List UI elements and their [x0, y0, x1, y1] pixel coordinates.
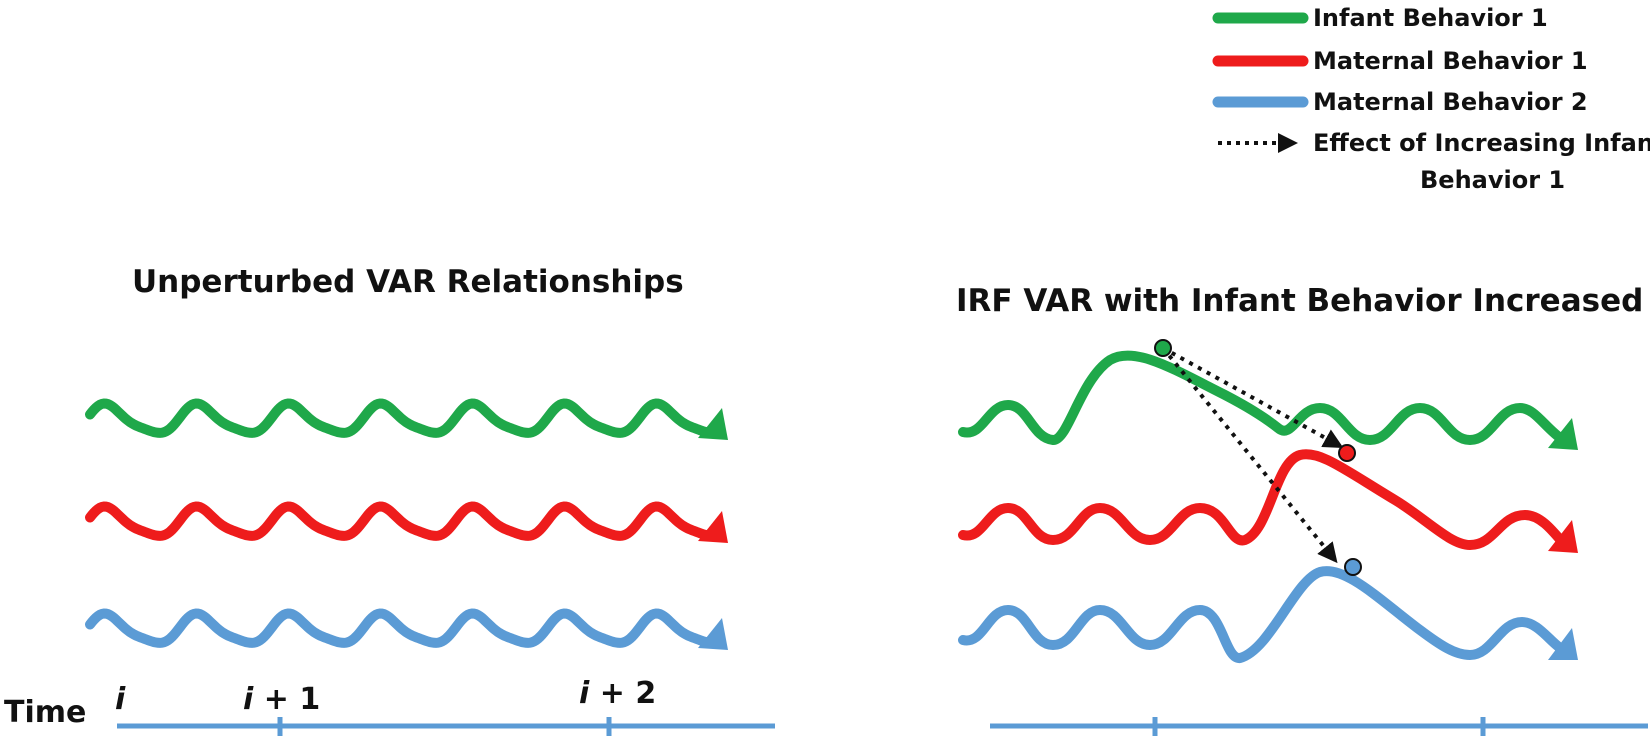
- right-infant-behavior-1-arrowhead: [1548, 418, 1578, 450]
- legend-item-infant-behavior-1: Infant Behavior 1: [1212, 4, 1548, 32]
- right-maternal-behavior-2-series: [958, 566, 1568, 663]
- legend-label-maternal-2: Maternal Behavior 2: [1313, 88, 1588, 116]
- maternal-behavior-1-response-node: [1338, 444, 1356, 462]
- right-maternal-behavior-1-arrowhead: [1548, 520, 1578, 553]
- legend: Infant Behavior 1 Maternal Behavior 1 Ma…: [1212, 4, 1650, 194]
- left-maternal-behavior-2-series-arrowhead: [698, 618, 728, 650]
- time-axis: Time i i + 1 i + 2: [4, 676, 1648, 736]
- legend-item-maternal-behavior-2: Maternal Behavior 2: [1212, 88, 1588, 116]
- legend-label-maternal-1: Maternal Behavior 1: [1313, 47, 1588, 75]
- left-maternal-behavior-2-series: [85, 608, 717, 648]
- left-panel-title: Unperturbed VAR Relationships: [132, 264, 684, 300]
- left-infant-behavior-1-series-arrowhead: [698, 408, 728, 440]
- time-tick-label-i-plus-2: i + 2: [579, 676, 656, 711]
- right-panel-series: [958, 339, 1578, 663]
- infant-behavior-1-perturbation-node: [1154, 339, 1172, 357]
- legend-label-effect: Effect of Increasing Infant: [1313, 129, 1650, 157]
- maternal-behavior-2-response-node: [1344, 558, 1362, 576]
- time-axis-label: Time: [4, 695, 86, 730]
- legend-label-infant: Infant Behavior 1: [1313, 4, 1548, 32]
- left-maternal-behavior-1-series: [85, 501, 717, 541]
- legend-label-effect-line2: Behavior 1: [1420, 166, 1565, 194]
- right-maternal-behavior-1-series: [958, 449, 1568, 551]
- left-panel-series: [85, 398, 728, 650]
- time-tick-label-i: i: [115, 682, 126, 717]
- right-infant-behavior-1-series: [958, 350, 1568, 446]
- time-tick-label-i-plus-1: i + 1: [243, 682, 320, 717]
- legend-item-maternal-behavior-1: Maternal Behavior 1: [1212, 47, 1588, 75]
- left-maternal-behavior-1-series-arrowhead: [698, 511, 728, 543]
- legend-item-effect-arrow: Effect of Increasing Infant Behavior 1: [1218, 129, 1650, 194]
- right-maternal-behavior-2-arrowhead: [1548, 628, 1578, 660]
- effect-arrow-to-maternal-1: [1162, 346, 1344, 448]
- right-panel-title: IRF VAR with Infant Behavior Increased: [956, 283, 1643, 319]
- left-infant-behavior-1-series: [85, 398, 717, 438]
